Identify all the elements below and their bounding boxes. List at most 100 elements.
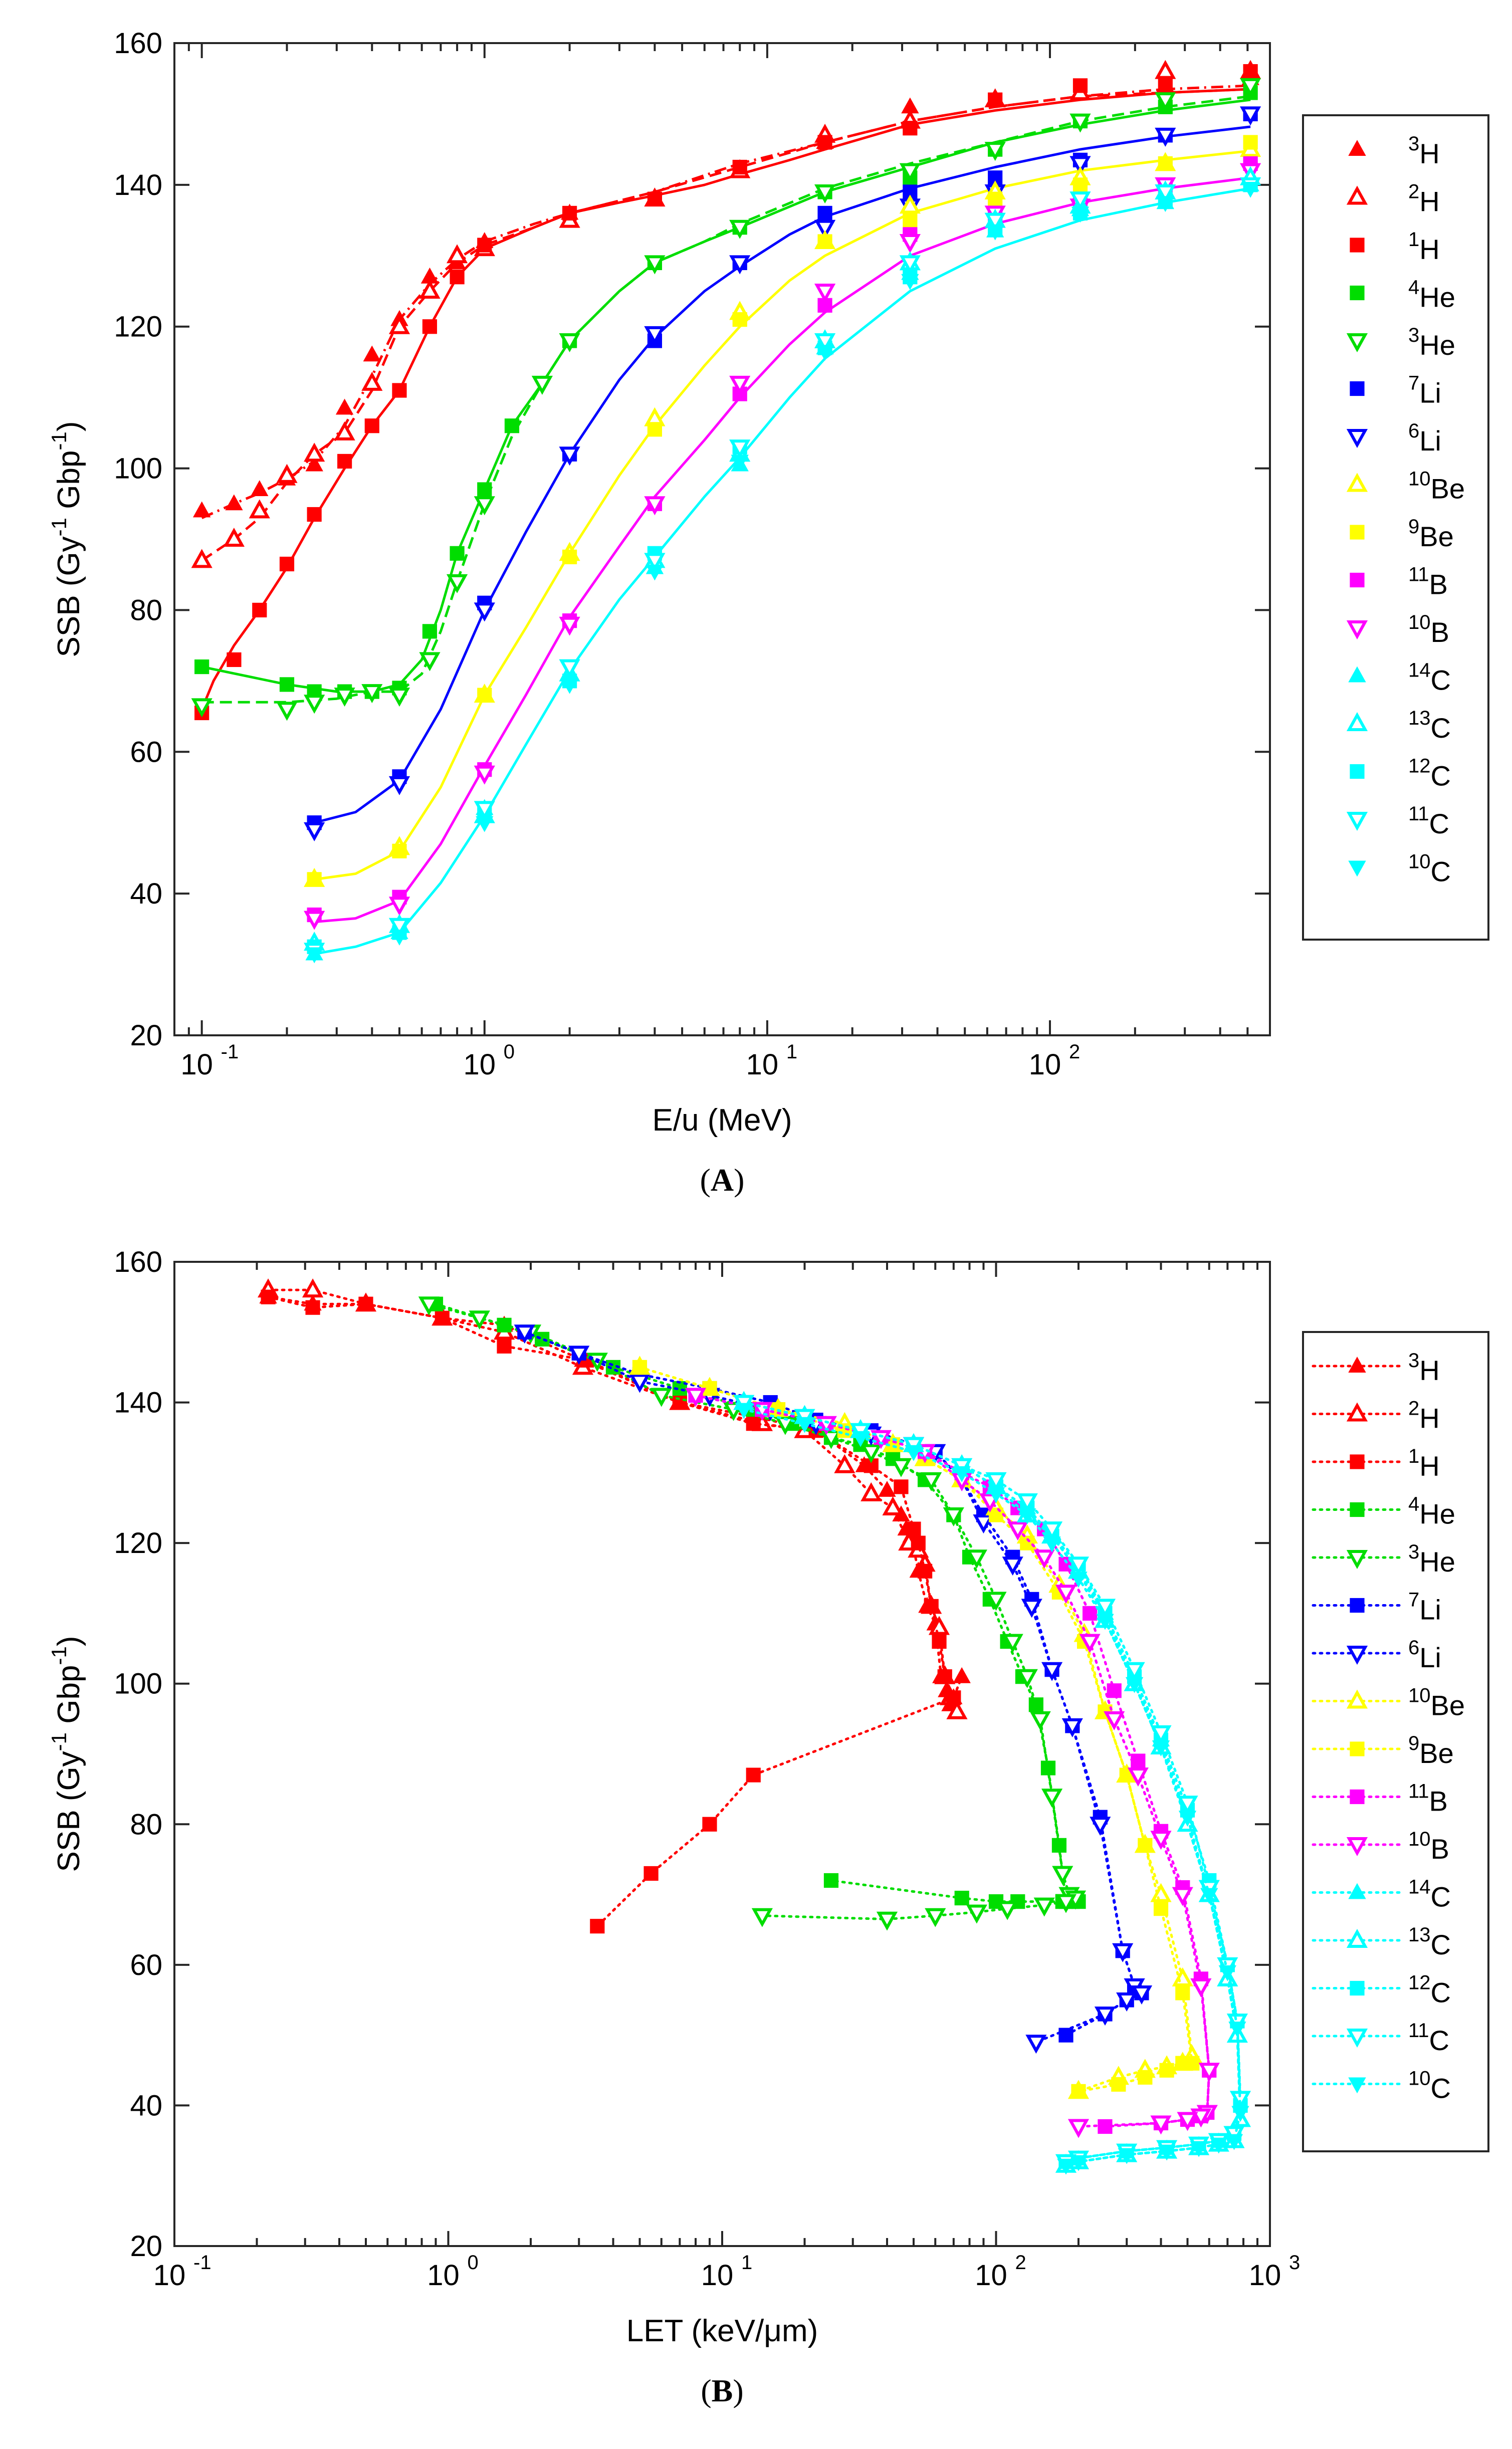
x-tick-label: 10 [427,2259,460,2292]
point-1H [1243,64,1258,79]
plot-area [173,1261,1271,2247]
point-2H [276,464,298,483]
point-3He [334,688,355,707]
point-11B [1083,1606,1098,1621]
point-3He [388,688,410,707]
point-11C [1150,1725,1172,1744]
point-11C [1229,2091,1251,2110]
point-6Li [1112,1943,1134,1962]
point-3He [899,163,921,182]
point-1H [435,1310,450,1325]
point-11C [1155,184,1176,203]
legend-label: 7Li [1408,1589,1441,1626]
point-10C [1096,1614,1114,1630]
x-tick-exponent: -1 [193,2252,211,2274]
point-10C [1158,2144,1176,2161]
point-10C [305,947,323,964]
point-3He [1002,1634,1023,1653]
point-10B [899,234,921,253]
point-1H [894,1479,909,1494]
point-2H [223,528,245,547]
legend-label: 10Be [1408,1685,1465,1721]
point-10C [795,1417,814,1433]
x-axis-label: E/u (MeV) [652,1103,792,1138]
point-10B [1055,1585,1077,1604]
point-3H [363,345,381,362]
point-10B [1033,1549,1055,1569]
legend-label: 9Be [1408,1732,1454,1769]
y-tick-label: 120 [114,1527,162,1560]
point-3He [860,1444,882,1463]
point-10B [1007,1521,1028,1541]
point-6Li [1240,106,1261,126]
point-4He [1028,1697,1043,1712]
legend-marker-9Be [1350,1741,1365,1756]
y-tick-label: 120 [114,311,162,343]
point-1H [946,1690,961,1705]
point-1H [924,1599,939,1614]
point-6Li [474,602,495,622]
point-10C [1118,2148,1136,2164]
point-11C [984,212,1006,232]
legend-marker-3H [1348,1357,1366,1373]
x-axis-label: LET (keV/μm) [626,2314,818,2348]
point-9Be [392,843,407,858]
point-11C [1016,1493,1038,1512]
point-9Be [1243,135,1258,150]
point-11C [1067,1556,1090,1576]
point-3He [729,219,751,239]
point-10C [1218,1965,1236,1981]
legend-marker-11B [1350,1789,1365,1805]
point-3He [997,1901,1018,1920]
legend-marker-9Be [1350,525,1365,540]
point-9Be [988,191,1003,206]
point-1H [988,92,1003,107]
point-6Li [629,1374,651,1393]
point-10C [1071,206,1090,223]
point-6Li [1155,127,1176,147]
point-10B [644,496,666,516]
point-9Be [1020,1535,1035,1550]
point-1H [307,507,322,522]
point-1H [932,1634,947,1649]
point-10Be [899,194,921,214]
legend-marker-4He [1350,1502,1365,1517]
fit-line-B-fit [314,176,1251,924]
point-3He [304,695,325,714]
point-11C [559,659,580,679]
point-1H [937,1669,952,1684]
point-10B [729,375,751,395]
point-2H [334,421,355,440]
x-tick-exponent: 1 [786,1041,797,1063]
legend-marker-2H [1346,1402,1368,1422]
legend-label: 10B [1408,1828,1449,1865]
legend-label: 10Be [1408,468,1465,505]
series-line-1H [267,1295,956,1928]
point-11C [1094,1599,1116,1618]
point-10C [560,678,579,694]
point-11C [985,1472,1007,1491]
legend-marker-14C [1348,1883,1366,1899]
legend-marker-7Li [1350,1598,1365,1613]
point-2H [946,1700,968,1719]
legend-label: 4He [1408,277,1455,313]
legend-marker-13C [1346,1929,1368,1948]
fit-line-Li-fit [314,125,1251,824]
point-10C [1125,1677,1144,1693]
point-2H [302,1278,324,1298]
point-3He [1033,1897,1055,1917]
y-tick-label: 100 [114,1668,162,1700]
point-1H [817,135,832,150]
point-10B [1150,1831,1172,1850]
point-6Li [388,776,410,795]
point-9Be [1138,2070,1153,2085]
point-10B [685,1388,707,1407]
point-10B [474,765,495,785]
fit-line-He-dashed [201,95,1251,704]
point-3He [469,1310,490,1330]
legend-label: 10B [1408,611,1449,648]
point-9Be [903,212,918,228]
legend-label: 7Li [1408,372,1441,409]
point-10B [1127,1767,1149,1787]
point-10C [816,345,834,361]
